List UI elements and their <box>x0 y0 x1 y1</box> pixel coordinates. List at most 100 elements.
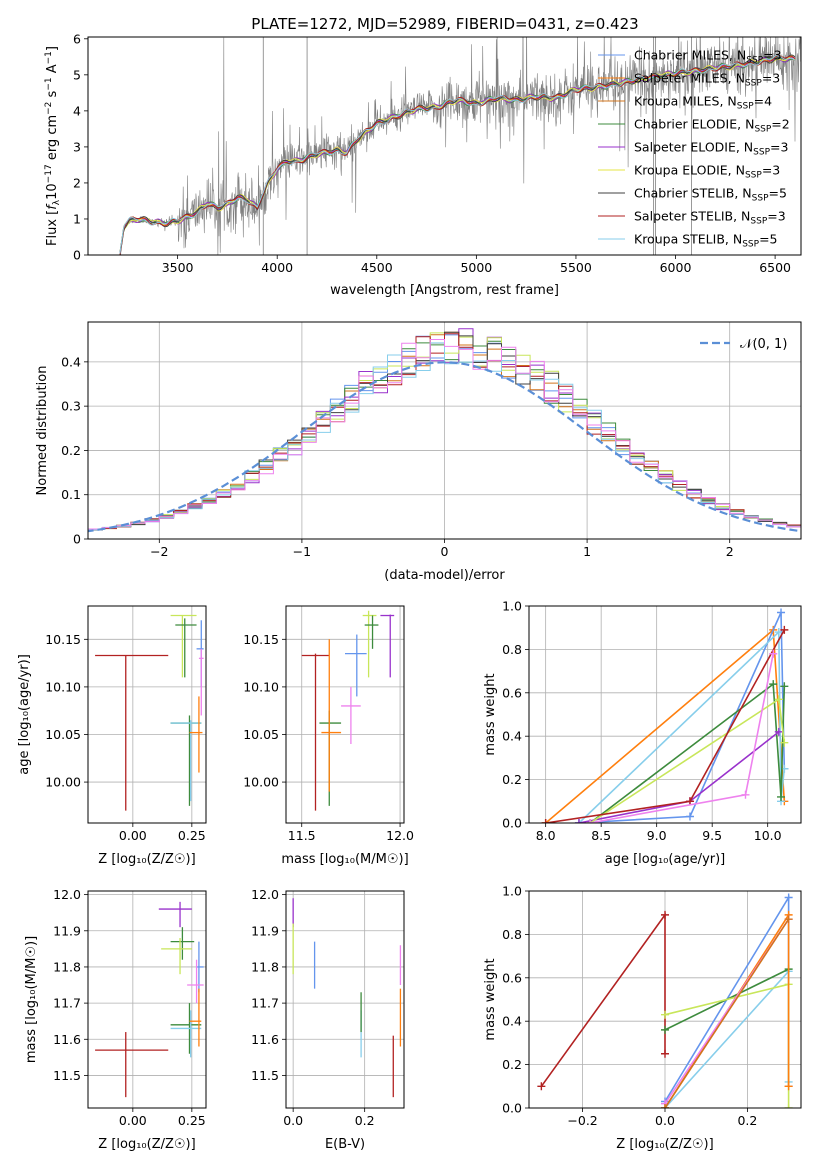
age-vs-mass-frame <box>285 605 405 824</box>
y-tick-label: 3 <box>73 139 81 154</box>
mass-weight-vs-Z-marker-1-1 <box>784 893 793 902</box>
y-tick-label: 4 <box>73 103 81 118</box>
mass-weight-vs-age-line-1 <box>578 612 786 823</box>
x-tick-label: 9.0 <box>647 828 667 843</box>
mass-weight-vs-Z-marker-0-0 <box>537 1082 546 1091</box>
mass-weight-vs-age-marker-3-1 <box>769 680 778 689</box>
y-tick-label: 0.8 <box>502 642 522 657</box>
y-tick-label: 0 <box>73 248 81 263</box>
mass-weight-vs-Z-xlabel: Z [log₁₀(Z/Z☉)] <box>616 1137 713 1152</box>
mass-weight-vs-age-marker-6-0 <box>541 819 550 823</box>
x-tick-label: 0.00 <box>119 828 147 843</box>
y-tick-label: 0.6 <box>502 685 522 700</box>
mass-weight-vs-Z-marker-0-2 <box>661 1049 669 1058</box>
y-tick-label: 11.9 <box>53 923 81 938</box>
y-tick-label: 11.7 <box>251 996 279 1011</box>
x-tick-label: 8.0 <box>536 828 556 843</box>
mass-vs-EBV-plot-area <box>292 898 402 1098</box>
age-vs-mass-xlabel: mass [log₁₀(M/M☉)] <box>281 852 408 867</box>
x-tick-label: 12.0 <box>386 828 414 843</box>
spectrum-model-7 <box>119 55 796 255</box>
y-tick-label: 11.6 <box>53 1032 81 1047</box>
y-tick-label: 0.1 <box>61 487 81 502</box>
mass-weight-vs-Z-marker-0-1 <box>661 910 669 919</box>
y-tick-label: 11.5 <box>251 1068 279 1083</box>
mass-weight-vs-age-line-2 <box>578 630 786 823</box>
y-tick-label: 11.8 <box>251 959 279 974</box>
x-tick-label: 1 <box>583 544 591 559</box>
y-tick-label: 0.2 <box>502 772 522 787</box>
mass-weight-vs-age-marker-6-1 <box>685 797 694 806</box>
y-tick-label: 0.0 <box>502 1101 522 1116</box>
mass-weight-vs-Z-marker-7-0 <box>661 1104 669 1108</box>
mass-vs-EBV-axes: 0.0 0.2 11.5 11.6 11.7 11.8 11.9 12.0 <box>251 887 404 1128</box>
y-tick-label: 5 <box>73 67 81 82</box>
normal-curve <box>88 361 801 533</box>
spectrum-xlabel: wavelength [Angstrom, rest frame] <box>330 283 559 298</box>
x-tick-label: 0.25 <box>178 1113 206 1128</box>
y-tick-label: 10.05 <box>243 727 279 742</box>
mass-vs-Z-axes: 0.00 0.25 11.5 11.6 11.7 11.8 11.9 12.0 <box>53 887 206 1128</box>
y-tick-label: 6 <box>73 31 81 46</box>
y-tick-label: 0.2 <box>61 443 81 458</box>
x-tick-label: 0.0 <box>283 1113 303 1128</box>
mass-weight-vs-age-marker-3-3 <box>780 682 789 691</box>
y-tick-label: 11.8 <box>53 959 81 974</box>
y-tick-label: 10.00 <box>45 775 81 790</box>
y-tick-label: 0.4 <box>502 1014 522 1029</box>
y-tick-label: 0.0 <box>502 816 522 831</box>
x-tick-label: 0.2 <box>355 1113 375 1128</box>
mass-weight-vs-Z-marker-4-0 <box>661 1010 669 1019</box>
mass-vs-Z-frame <box>87 890 207 1109</box>
spectrum-ylabel: Flux [fλ10−17 erg cm−2 s−1 A−1] <box>44 46 62 246</box>
legend-label-3: Chabrier ELODIE, NSSP=2 <box>634 117 790 135</box>
y-tick-label: 11.6 <box>251 1032 279 1047</box>
mass-weight-vs-Z-frame <box>528 890 802 1109</box>
mass-vs-EBV-xlabel: E(B-V) <box>325 1137 365 1152</box>
y-tick-label: 0.6 <box>502 970 522 985</box>
x-tick-label: 5500 <box>560 260 592 275</box>
age-vs-Z-frame <box>87 605 207 824</box>
mass-weight-vs-age-marker-7-2 <box>769 649 778 658</box>
figure-title: PLATE=1272, MJD=52989, FIBERID=0431, z=0… <box>251 15 638 33</box>
x-tick-label: 6000 <box>660 260 692 275</box>
age-vs-Z-xlabel: Z [log₁₀(Z/Z☉)] <box>98 852 195 867</box>
x-tick-label: 0.0 <box>655 1113 675 1128</box>
age-vs-mass-plot-area <box>301 610 395 811</box>
mass-vs-EBV-frame <box>285 890 405 1109</box>
legend-label-0: Chabrier MILES, NSSP=3 <box>634 48 782 66</box>
x-tick-label: 4500 <box>361 260 393 275</box>
x-tick-label: 11.5 <box>288 828 316 843</box>
y-tick-label: 11.7 <box>53 996 81 1011</box>
y-tick-label: 0.4 <box>502 729 522 744</box>
y-tick-label: 0.3 <box>61 399 81 414</box>
mass-vs-Z-xlabel: Z [log₁₀(Z/Z☉)] <box>98 1137 195 1152</box>
y-tick-label: 10.05 <box>45 727 81 742</box>
legend-label-5: Kroupa ELODIE, NSSP=3 <box>634 163 780 181</box>
mass-weight-vs-age-marker-7-0 <box>586 819 595 823</box>
y-tick-label: 1.0 <box>502 884 522 899</box>
x-tick-label: −2 <box>150 544 168 559</box>
y-tick-label: 1 <box>73 211 81 226</box>
mass-vs-Z-ylabel: mass [log₁₀(M/M☉)] <box>24 936 39 1063</box>
residual-plot-area <box>88 328 801 533</box>
legend-label-4: Salpeter ELODIE, NSSP=3 <box>634 140 788 158</box>
y-tick-label: 12.0 <box>53 887 81 902</box>
mass-weight-vs-age-marker-4-0 <box>574 819 583 823</box>
mass-weight-vs-Z-ylabel: mass weight <box>483 958 498 1040</box>
mass-weight-vs-Z-marker-4-2 <box>784 1104 793 1108</box>
x-tick-label: −1 <box>293 544 311 559</box>
y-tick-label: 0.2 <box>502 1057 522 1072</box>
mass-weight-vs-Z-marker-7-1 <box>784 915 793 924</box>
y-tick-label: 11.5 <box>53 1068 81 1083</box>
legend-normal-label: 𝒩(0, 1) <box>740 337 787 352</box>
legend-label-8: Kroupa STELIB, NSSP=5 <box>634 232 778 250</box>
legend-label-7: Salpeter STELIB, NSSP=3 <box>634 209 786 227</box>
x-tick-label: 0.00 <box>119 1113 147 1128</box>
y-tick-label: 10.10 <box>45 679 81 694</box>
mass-weight-vs-age-marker-1-2 <box>777 608 786 617</box>
residual-ylabel: Normed distribution <box>35 366 50 496</box>
y-tick-label: 0.4 <box>61 354 81 369</box>
y-tick-label: 10.15 <box>243 632 279 647</box>
